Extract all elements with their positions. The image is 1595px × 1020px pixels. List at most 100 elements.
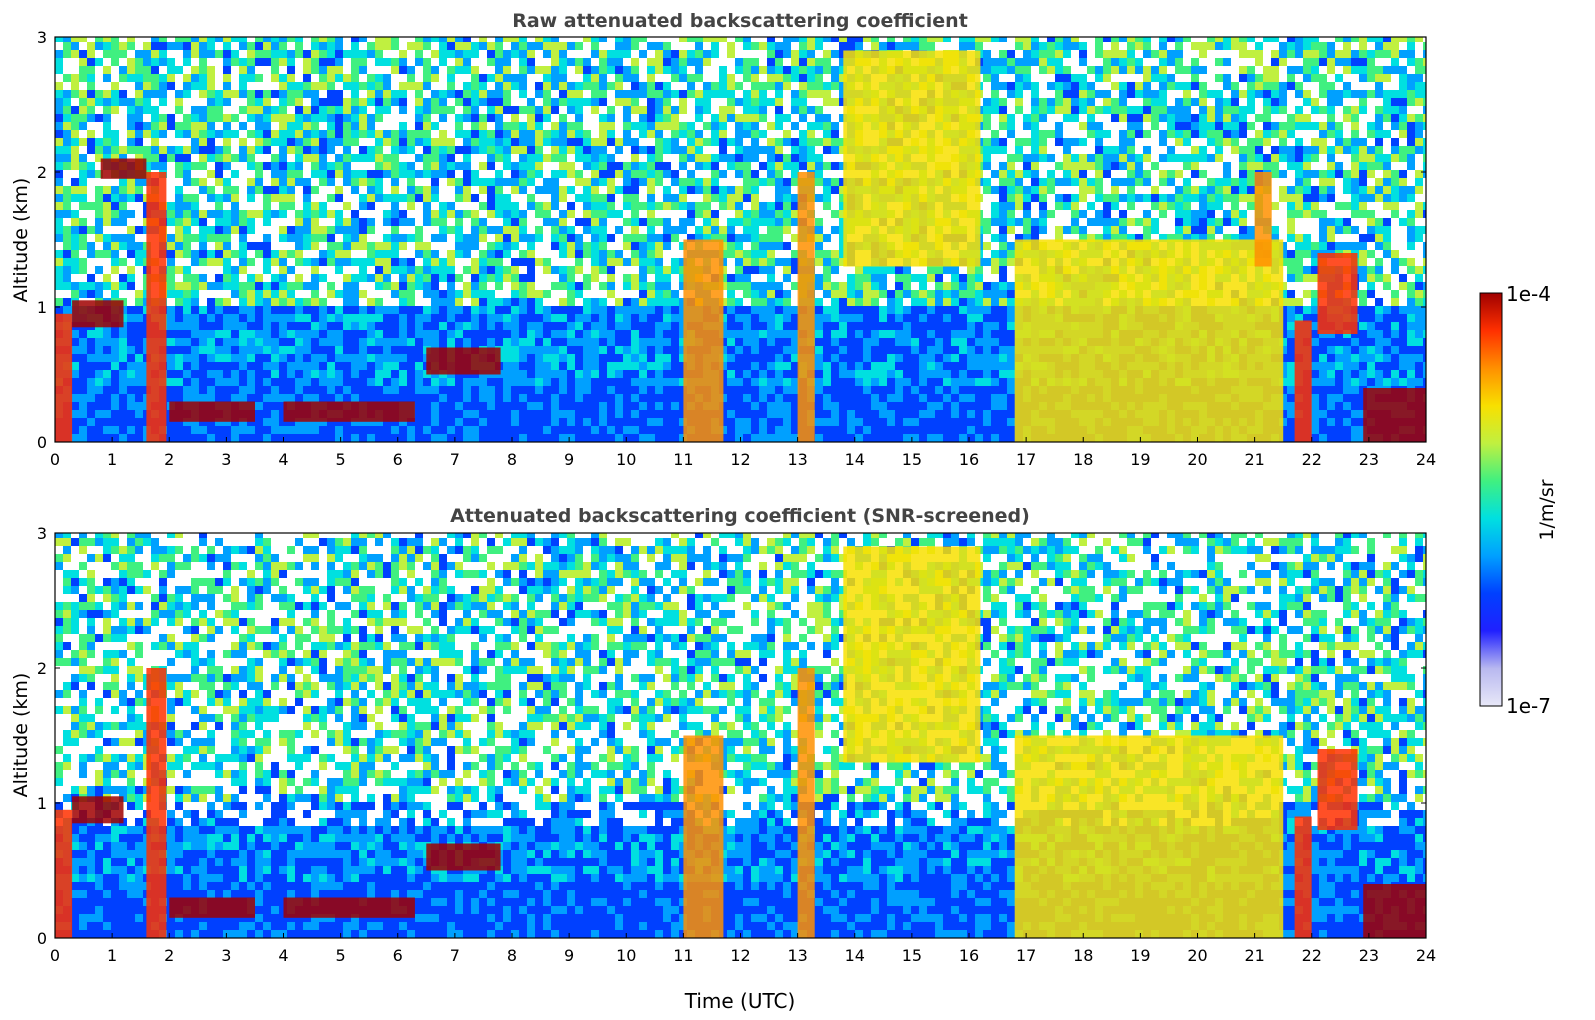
heat-cell: [535, 66, 543, 74]
heat-cell: [679, 378, 687, 386]
heat-cell: [431, 66, 439, 74]
heat-cell: [311, 162, 319, 170]
heat-cell: [839, 298, 847, 306]
heat-cell: [103, 394, 111, 402]
heat-cell: [495, 250, 503, 258]
heat-cell: [743, 74, 751, 82]
heat-cell: [511, 146, 519, 154]
heat-cell: [447, 298, 455, 306]
heat-cell: [423, 250, 431, 258]
heat-cell: [543, 402, 551, 410]
heat-cell: [63, 50, 71, 58]
heat-cell: [847, 362, 855, 370]
heat-cell: [391, 330, 399, 338]
heat-cell: [175, 298, 183, 306]
heat-cell: [951, 322, 959, 330]
heat-cell: [663, 282, 671, 290]
heat-cell: [791, 370, 799, 378]
heat-cell: [831, 370, 839, 378]
heat-cell: [591, 402, 599, 410]
heat-cell: [103, 354, 111, 362]
heat-cell: [159, 162, 167, 170]
heat-cell: [431, 106, 439, 114]
heat-cell: [415, 274, 423, 282]
heat-cell: [87, 98, 95, 106]
heat-cell: [383, 58, 391, 66]
heat-cell: [559, 50, 567, 58]
heat-cell: [815, 298, 823, 306]
heat-cell: [607, 378, 615, 386]
heat-cell: [239, 122, 247, 130]
heat-cell: [711, 194, 719, 202]
heat-cell: [71, 226, 79, 234]
heat-cell: [311, 138, 319, 146]
heat-cell: [535, 138, 543, 146]
heat-cell: [583, 274, 591, 282]
heat-cell: [199, 330, 207, 338]
heat-cell: [271, 74, 279, 82]
heat-cell: [527, 258, 535, 266]
heat-cell: [959, 37, 967, 42]
heat-cell: [607, 354, 615, 362]
heat-cell: [903, 410, 911, 418]
heat-cell: [559, 114, 567, 122]
heat-cell: [399, 322, 407, 330]
heat-cell: [423, 218, 431, 226]
heat-cell: [935, 346, 943, 354]
heat-cell: [847, 418, 855, 426]
heat-cell: [823, 114, 831, 122]
heat-cell: [119, 426, 127, 434]
heat-cell: [511, 314, 519, 322]
heat-cell: [759, 418, 767, 426]
heat-cell: [391, 266, 399, 274]
heat-cell: [743, 338, 751, 346]
heat-cell: [599, 378, 607, 386]
heat-cell: [271, 410, 279, 418]
heat-cell: [551, 322, 559, 330]
heat-cell: [239, 90, 247, 98]
heat-cell: [183, 314, 191, 322]
heat-cell: [423, 242, 431, 250]
heat-cell: [535, 202, 543, 210]
heat-cell: [567, 138, 575, 146]
heat-cell: [975, 434, 983, 442]
heat-cell: [335, 378, 343, 386]
heat-cell: [567, 330, 575, 338]
heat-cell: [303, 122, 311, 130]
heat-cell: [111, 258, 119, 266]
heat-cell: [823, 50, 831, 58]
heat-cell: [743, 250, 751, 258]
heat-cell: [839, 74, 847, 82]
heat-cell: [55, 98, 63, 106]
heat-cell: [767, 98, 775, 106]
heat-cell: [375, 90, 383, 98]
heat-cell: [87, 242, 95, 250]
heat-cell: [415, 362, 423, 370]
heat-cell: [447, 394, 455, 402]
heat-cell: [903, 330, 911, 338]
heat-cell: [711, 130, 719, 138]
heat-cell: [975, 370, 983, 378]
heat-cell: [439, 90, 447, 98]
heat-cell: [503, 37, 511, 42]
heat-cell: [255, 146, 263, 154]
heat-cell: [743, 42, 751, 50]
heat-cell: [143, 98, 151, 106]
heat-cell: [615, 258, 623, 266]
heat-cell: [103, 426, 111, 434]
heat-cell: [447, 418, 455, 426]
heat-cell: [127, 98, 135, 106]
heat-cell: [343, 74, 351, 82]
heat-cell: [951, 314, 959, 322]
heat-cell: [983, 426, 991, 434]
heat-cell: [727, 186, 735, 194]
heat-cell: [559, 82, 567, 90]
heat-cell: [407, 146, 415, 154]
heat-cell: [247, 106, 255, 114]
heat-cell: [87, 378, 95, 386]
heat-cell: [487, 90, 495, 98]
heat-cell: [639, 370, 647, 378]
heat-cell: [839, 418, 847, 426]
heat-cell: [527, 322, 535, 330]
heat-cell: [983, 74, 991, 82]
